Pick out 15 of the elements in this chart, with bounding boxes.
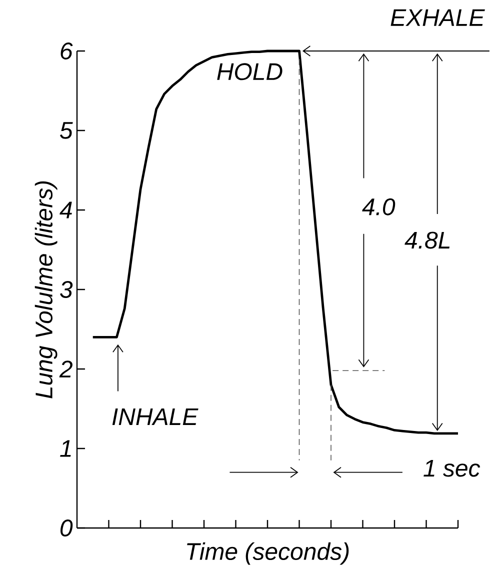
annotation: HOLD: [217, 63, 282, 80]
y-tick-label: 0: [60, 519, 73, 536]
y-tick-label: 6: [60, 42, 73, 60]
annotation: 4.0: [362, 198, 396, 216]
annotation: 4.8L: [404, 232, 450, 249]
y-tick-label: 3: [60, 280, 73, 298]
y-tick-label: 1: [60, 440, 71, 457]
annotation: INHALE: [112, 408, 198, 425]
y-axis-title: Lung Volulme (liters): [34, 181, 58, 398]
x-axis-title: Time (seconds): [187, 542, 349, 565]
y-tick-label: 2: [59, 360, 72, 378]
y-tick-label: 5: [60, 122, 73, 139]
annotation: 1 sec: [424, 460, 480, 477]
y-tick-label: 4: [60, 202, 72, 218]
text: EXHALE: [390, 9, 485, 26]
